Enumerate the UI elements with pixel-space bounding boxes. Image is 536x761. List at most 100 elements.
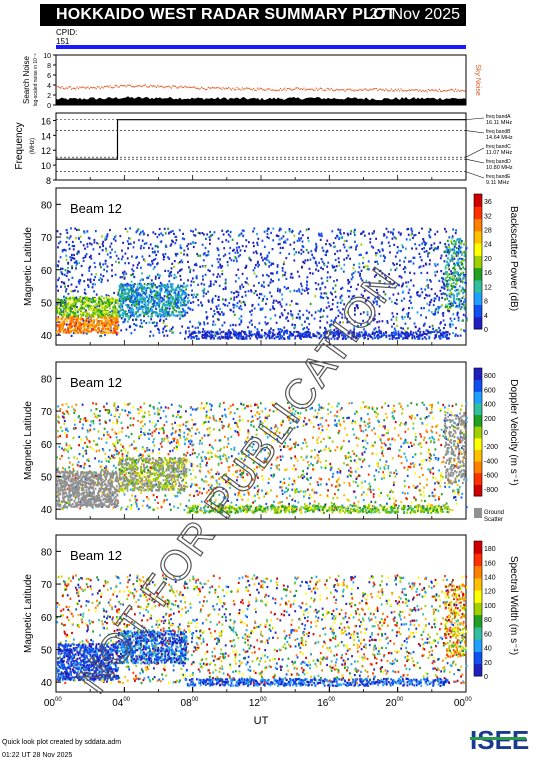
- sky-noise-point: [374, 88, 376, 90]
- rti-cell: [376, 295, 379, 298]
- rti-cell: [333, 265, 336, 268]
- rti-cell: [121, 303, 124, 306]
- rti-cell: [281, 267, 284, 270]
- rti-cell: [268, 337, 271, 340]
- rti-cell: [61, 267, 64, 270]
- rti-cell: [129, 237, 132, 240]
- rti-cell: [461, 296, 464, 300]
- sky-noise-point: [250, 88, 252, 90]
- rti-cell: [399, 233, 402, 236]
- rti-cell: [135, 318, 138, 321]
- sky-noise-point: [80, 87, 82, 89]
- rti-cell: [150, 306, 153, 309]
- rti-cell: [380, 335, 382, 338]
- rti-cell: [451, 237, 454, 240]
- rti-cell: [423, 322, 426, 325]
- rti-cell: [310, 250, 313, 253]
- sky-noise-point: [303, 87, 305, 89]
- rti-cell: [120, 449, 123, 452]
- rti-cell: [463, 290, 466, 293]
- rti-cell: [60, 267, 62, 270]
- rti-cell: [71, 265, 73, 268]
- rti-cell: [391, 231, 394, 234]
- rti-cell: [64, 299, 67, 302]
- rti-cell: [72, 299, 75, 302]
- rti-cell: [157, 327, 159, 330]
- rti-cell: [104, 333, 106, 337]
- rti-cell: [151, 290, 154, 293]
- rti-cell: [227, 456, 230, 459]
- frequency-band-leader: [465, 158, 485, 164]
- rti-cell: [70, 334, 73, 337]
- rti-cell: [239, 473, 242, 476]
- rti-cell: [324, 286, 327, 289]
- rti-cell: [139, 295, 142, 298]
- rti-cell: [420, 259, 423, 262]
- rti-cell: [266, 255, 269, 258]
- rti-cell: [360, 277, 362, 280]
- sky-noise-point: [379, 88, 382, 90]
- rti-cell: [109, 316, 112, 319]
- rti-cell: [350, 230, 353, 233]
- sky-noise-point: [367, 89, 369, 91]
- rti-cell: [113, 331, 116, 334]
- rti-cell: [359, 427, 362, 430]
- rti-cell: [415, 332, 418, 335]
- rti-cell: [462, 266, 465, 269]
- rti-cell: [239, 323, 242, 326]
- rti-cell: [83, 466, 85, 470]
- rti-cell: [325, 292, 328, 295]
- rti-cell: [264, 416, 267, 419]
- sky-noise-point: [332, 89, 334, 91]
- rti-cell: [145, 308, 148, 311]
- rti-cell: [93, 238, 96, 242]
- rti-cell: [374, 336, 376, 339]
- rti-cell: [170, 327, 173, 331]
- rti-cell: [374, 314, 376, 317]
- rti-cell: [306, 335, 309, 338]
- rti-cell: [216, 258, 219, 261]
- rti-cell: [147, 234, 149, 237]
- rti-cell: [142, 278, 144, 281]
- sky-noise-point: [71, 88, 73, 90]
- sky-noise-point: [232, 87, 234, 89]
- rti-cell: [458, 264, 460, 267]
- rti-cell: [219, 263, 222, 266]
- sky-noise-point: [444, 89, 446, 92]
- rti-cell: [72, 436, 75, 439]
- rti-cell: [283, 285, 286, 289]
- rti-cell: [417, 290, 419, 294]
- rti-cell: [330, 337, 333, 340]
- rti-cell: [195, 296, 197, 299]
- rti-cell: [452, 228, 455, 231]
- rti-cell: [419, 294, 422, 297]
- rti-cell: [72, 318, 75, 321]
- rti-cell: [68, 315, 70, 318]
- rti-cell: [182, 289, 185, 293]
- rti-cell: [217, 311, 220, 314]
- rti-cell: [184, 330, 187, 333]
- rti-cell: [90, 309, 92, 312]
- rti-cell: [204, 336, 207, 339]
- sky-noise-point: [343, 89, 345, 91]
- rti-cell: [165, 317, 168, 320]
- rti-cell: [237, 251, 239, 254]
- rti-cell: [67, 270, 69, 273]
- rti-cell: [70, 283, 73, 286]
- rti-cell: [375, 274, 377, 277]
- rti-cell: [351, 334, 354, 337]
- rti-cell: [109, 307, 111, 310]
- rti-cell: [74, 317, 77, 320]
- rti-cell: [463, 306, 466, 309]
- rti-cell: [160, 232, 163, 235]
- rti-cell: [170, 441, 173, 444]
- rti-cell: [461, 286, 464, 289]
- rti-cell: [114, 239, 117, 242]
- rti-cell: [460, 242, 463, 245]
- rti-cell: [266, 297, 268, 301]
- rti-cell: [454, 232, 457, 235]
- rti-cell: [89, 265, 91, 268]
- rti-cell: [83, 296, 86, 300]
- rti-cell: [291, 323, 294, 326]
- rti-cell: [148, 254, 151, 257]
